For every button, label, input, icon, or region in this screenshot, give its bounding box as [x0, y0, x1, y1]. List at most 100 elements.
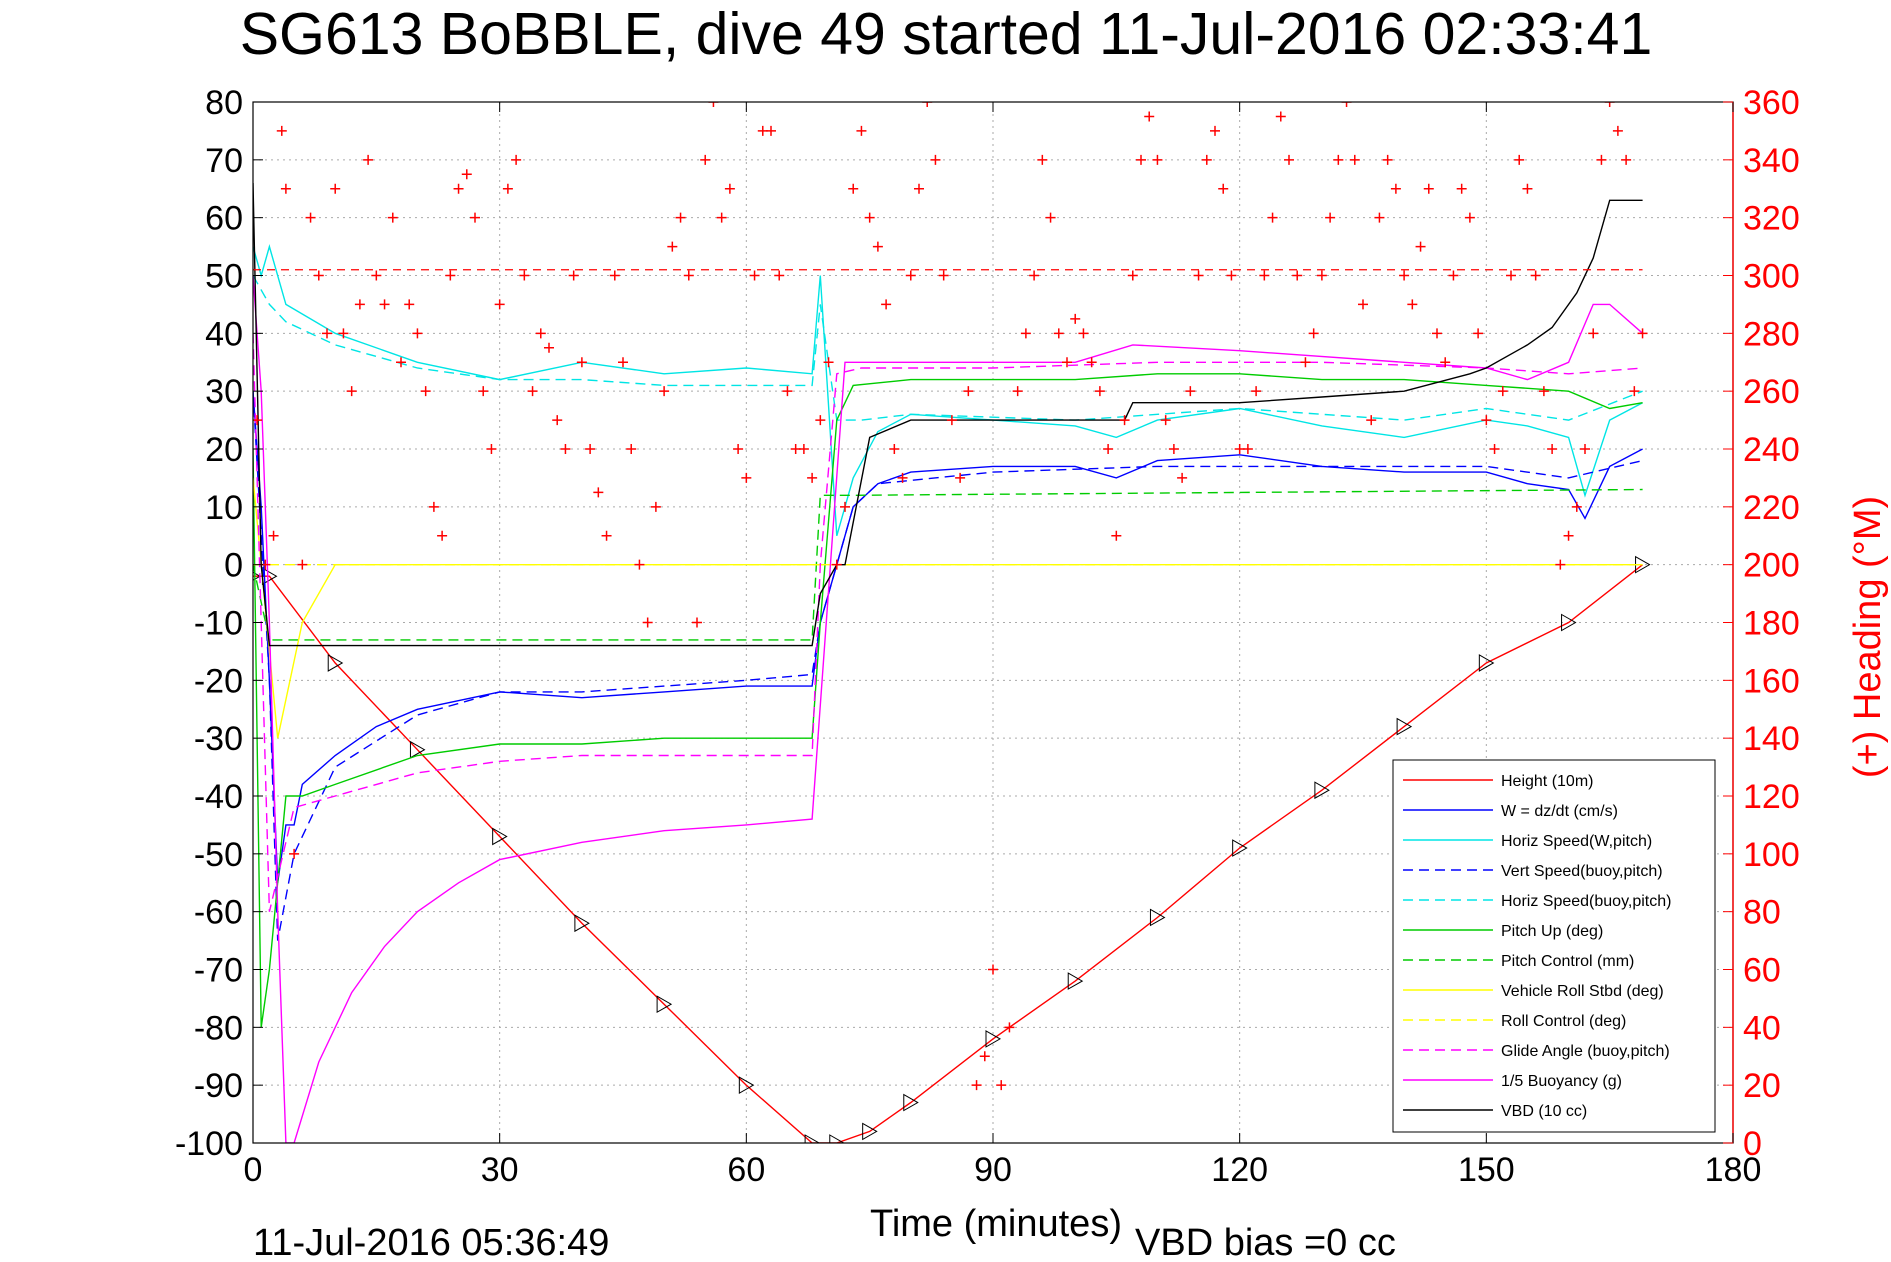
series-line-pitch-up-deg: [253, 373, 1643, 1028]
heading-marker: [1571, 501, 1582, 512]
heading-marker: [946, 415, 957, 426]
heading-marker: [1111, 530, 1122, 541]
heading-marker: [1497, 386, 1508, 397]
height-marker: [903, 1093, 919, 1112]
heading-marker: [774, 270, 785, 281]
heading-marker: [848, 183, 859, 194]
heading-marker: [519, 270, 530, 281]
footer-vbd-bias: VBD bias =0 cc: [1135, 1222, 1396, 1262]
series-line-glide-angle-buoy-pitch: [253, 333, 1643, 912]
heading-marker: [626, 444, 637, 454]
heading-marker: [560, 444, 571, 454]
heading-marker: [1316, 270, 1327, 281]
y2-tick-label: 200: [1743, 547, 1800, 585]
heading-marker: [1456, 183, 1467, 194]
legend-label: Vehicle Roll Stbd (deg): [1501, 983, 1664, 1000]
height-marker: [409, 740, 426, 759]
heading-marker: [1045, 212, 1056, 223]
y2-tick-label: 180: [1743, 605, 1800, 643]
heading-marker: [881, 299, 892, 310]
heading-marker: [1407, 299, 1418, 310]
height-marker: [1149, 908, 1166, 927]
heading-marker: [1177, 472, 1188, 483]
legend: Height (10m) W = dz/dt (cm/s) Horiz Speed(…: [1392, 759, 1716, 1133]
heading-marker: [387, 212, 398, 223]
y2-tick-label: 360: [1743, 84, 1800, 122]
series-line-horiz-speed-buoy-pitch: [253, 275, 1643, 421]
heading-marker: [420, 386, 431, 397]
heading-marker: [996, 1080, 1007, 1091]
y-tick-label: -50: [194, 836, 243, 874]
heading-marker: [1374, 212, 1385, 223]
heading-marker: [396, 357, 406, 368]
heading-marker: [1514, 154, 1525, 165]
heading-marker: [330, 183, 341, 194]
y2-tick-label: 0: [1743, 1125, 1762, 1163]
heading-marker: [1251, 386, 1262, 397]
heading-marker: [1275, 111, 1286, 122]
series-line-1-5-buoyancy-g: [253, 275, 1644, 1143]
series-line-vbd-10-cc: [253, 182, 1643, 647]
heading-marker: [1366, 415, 1377, 426]
heading-marker: [445, 270, 456, 281]
y2-tick-label: 140: [1743, 720, 1800, 758]
heading-marker: [1621, 154, 1632, 165]
heading-marker: [634, 559, 645, 570]
y2-tick-label: 340: [1743, 142, 1800, 180]
heading-marker: [1094, 386, 1105, 397]
legend-box: [1392, 759, 1716, 1133]
x-tick-label: 30: [481, 1151, 519, 1189]
heading-marker: [1168, 444, 1179, 454]
chart-title: SG613 BoBBLE, dive 49 started 11-Jul-201…: [240, 1, 1653, 67]
heading-marker: [1612, 125, 1623, 136]
y2-tick-label: 80: [1743, 894, 1781, 932]
heading-marker: [1300, 357, 1311, 368]
heading-marker: [1259, 270, 1270, 281]
heading-marker: [1119, 415, 1130, 426]
heading-marker: [1358, 299, 1368, 310]
x-tick-label: 90: [974, 1151, 1012, 1189]
y-tick-label: -20: [194, 662, 243, 700]
heading-marker: [1563, 530, 1574, 541]
heading-marker: [1390, 183, 1401, 194]
heading-marker: [724, 183, 735, 194]
heading-marker: [782, 386, 793, 397]
y2-tick-label: 120: [1743, 778, 1800, 816]
x-tick-label: 60: [727, 1151, 765, 1189]
heading-marker: [708, 102, 719, 107]
legend-label: Vert Speed(buoy,pitch): [1501, 863, 1663, 880]
legend-label: Pitch Control (mm): [1501, 953, 1634, 970]
heading-marker: [1349, 154, 1360, 165]
y2-tick-label: 220: [1743, 489, 1800, 527]
footer-timestamp: 11-Jul-2016 05:36:49: [253, 1222, 609, 1262]
x-tick-label: 0: [244, 1151, 263, 1189]
heading-marker: [527, 386, 538, 397]
heading-marker: [979, 1051, 990, 1062]
heading-marker: [889, 444, 900, 454]
heading-marker: [1432, 328, 1442, 339]
heading-marker: [502, 183, 513, 194]
heading-marker: [840, 501, 850, 512]
y-tick-label: -40: [194, 778, 243, 816]
heading-marker: [1341, 102, 1352, 107]
heading-marker: [276, 125, 287, 136]
height-marker: [738, 1076, 755, 1095]
heading-marker: [1415, 241, 1426, 252]
series-line-pitch-control-mm: [253, 488, 1643, 641]
series-line-vehicle-roll-stbd-deg: [253, 477, 1643, 739]
y-tick-label: 70: [205, 142, 243, 180]
heading-marker: [338, 328, 349, 339]
heading-marker: [552, 415, 563, 426]
heading-marker: [371, 270, 382, 281]
heading-marker: [1284, 154, 1294, 165]
heading-marker: [1530, 270, 1541, 281]
heading-marker: [872, 241, 883, 252]
heading-marker: [1604, 102, 1615, 107]
heading-marker: [864, 212, 875, 223]
heading-marker: [856, 125, 867, 136]
x-tick-label: 180: [1705, 1151, 1762, 1189]
heading-marker: [618, 357, 628, 368]
y-tick-label: -30: [194, 720, 243, 758]
heading-marker: [733, 444, 744, 454]
